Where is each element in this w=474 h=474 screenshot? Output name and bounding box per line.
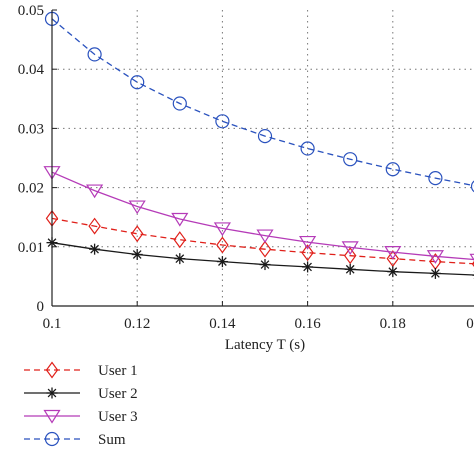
data-point	[258, 240, 272, 258]
data-point	[259, 259, 271, 271]
data-point	[387, 266, 399, 278]
data-point	[171, 212, 189, 227]
data-point	[256, 229, 274, 244]
legend-entry: Sum	[24, 431, 126, 448]
data-point	[216, 256, 228, 268]
series-line	[51, 18, 474, 187]
x-tick-label: 0	[466, 316, 474, 332]
data-point	[216, 236, 229, 254]
data-point	[426, 250, 444, 264]
data-point	[386, 250, 400, 268]
data-point	[343, 247, 357, 265]
data-point	[173, 231, 187, 249]
y-tick-label: 0.04	[18, 62, 45, 78]
data-point	[172, 96, 187, 111]
legend-label: User 3	[98, 409, 138, 425]
data-point	[174, 253, 186, 265]
data-point	[215, 114, 230, 129]
series-line	[51, 171, 474, 261]
data-point	[299, 235, 317, 250]
data-point	[384, 246, 402, 260]
data-point	[385, 162, 400, 177]
data-point	[89, 243, 101, 255]
data-point	[130, 75, 145, 90]
plot-area	[52, 10, 474, 306]
series-user-3	[43, 166, 474, 264]
legend-label: User 2	[98, 386, 138, 402]
data-point	[128, 200, 146, 215]
x-tick-label: 0.1	[43, 316, 62, 332]
series-line	[51, 217, 474, 265]
y-tick-label: 0	[37, 299, 45, 315]
y-tick-label: 0.05	[18, 3, 44, 19]
y-tick-label: 0.02	[18, 181, 44, 197]
x-tick-label: 0.18	[380, 316, 406, 332]
data-point	[87, 47, 102, 62]
x-tick-label: 0.14	[209, 316, 236, 332]
x-tick-label: 0.12	[124, 316, 150, 332]
legend-marker	[46, 387, 58, 399]
x-tick-label: 0.16	[294, 316, 321, 332]
legend-label: User 1	[98, 363, 138, 379]
data-point	[131, 248, 143, 260]
legend-label: Sum	[98, 432, 126, 448]
data-point	[343, 152, 358, 167]
legend-marker	[45, 361, 59, 379]
legend-entry: User 3	[24, 409, 138, 425]
y-tick-label: 0.01	[18, 240, 44, 256]
data-point	[341, 241, 359, 256]
data-point	[302, 261, 314, 273]
legend-marker	[43, 409, 61, 424]
data-point	[301, 244, 314, 262]
data-point	[428, 171, 443, 186]
data-point	[257, 128, 273, 144]
data-point	[429, 267, 441, 279]
data-point	[86, 184, 104, 199]
data-point	[344, 263, 356, 275]
data-point	[130, 225, 144, 243]
legend-marker	[44, 431, 60, 447]
data-point	[300, 141, 315, 156]
legend-entry: User 1	[24, 361, 138, 379]
axes: 0.1 0.12 0.14 0.16 0.18 0 0 0.01 0.02 0.03 0.04 0.0…	[18, 3, 474, 332]
data-point	[470, 180, 474, 193]
data-point	[88, 217, 101, 235]
x-axis-label: Latency T (s)	[225, 337, 305, 353]
y-tick-label: 0.03	[18, 121, 44, 137]
data-point	[213, 222, 231, 237]
legend-entry: User 2	[24, 386, 138, 402]
legend: User 1 User 2 User 3 Sum	[24, 361, 138, 448]
